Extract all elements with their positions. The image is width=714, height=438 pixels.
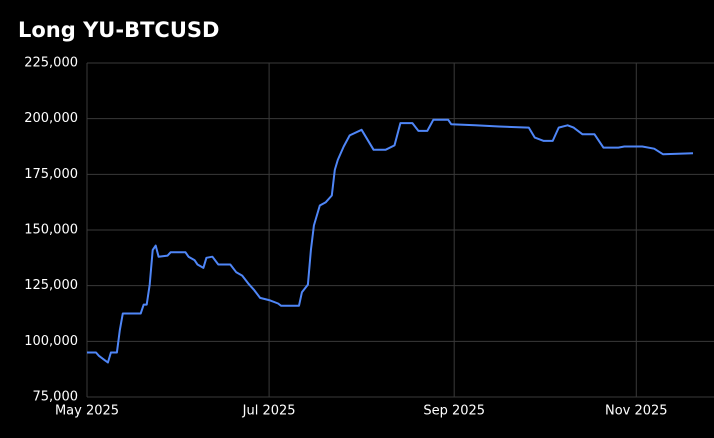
price-line bbox=[87, 118, 694, 364]
x-tick-label: Nov 2025 bbox=[605, 404, 668, 419]
x-tick-label: Sep 2025 bbox=[423, 404, 485, 419]
y-tick-label: 100,000 bbox=[24, 334, 78, 349]
y-tick-label: 200,000 bbox=[24, 111, 78, 126]
y-tick-label: 75,000 bbox=[33, 390, 79, 405]
y-tick-label: 175,000 bbox=[24, 167, 78, 182]
x-tick-label: May 2025 bbox=[55, 404, 119, 419]
x-tick-label: Jul 2025 bbox=[242, 404, 296, 419]
chart-title: Long YU-BTCUSD bbox=[18, 18, 219, 42]
y-tick-label: 125,000 bbox=[24, 278, 78, 293]
y-tick-label: 150,000 bbox=[24, 223, 78, 238]
y-tick-label: 225,000 bbox=[24, 56, 78, 71]
